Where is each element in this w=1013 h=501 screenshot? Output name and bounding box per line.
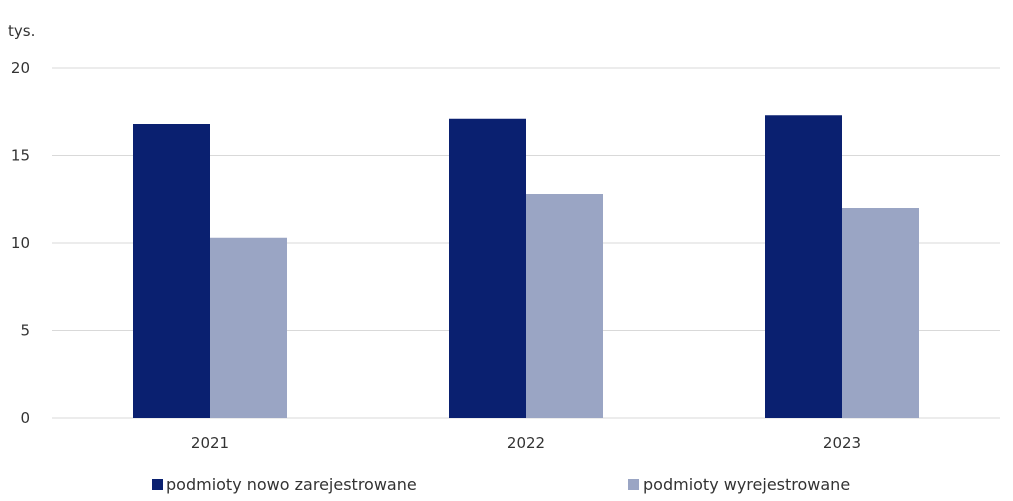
y-tick-label: 10 xyxy=(11,234,30,252)
legend-swatch-2 xyxy=(628,479,639,490)
x-tick-label: 2023 xyxy=(823,434,861,452)
bar-2021-series-2 xyxy=(210,237,287,418)
x-axis-ticks: 2021 2022 2023 xyxy=(191,434,861,452)
y-tick-label: 15 xyxy=(11,147,30,165)
bars xyxy=(133,115,919,418)
bar-2022-series-2 xyxy=(526,194,603,418)
legend-label-2: podmioty wyrejestrowane xyxy=(643,475,850,494)
y-tick-label: 20 xyxy=(11,59,30,77)
bar-2022-series-1 xyxy=(449,118,526,418)
y-axis-unit-label: tys. xyxy=(8,22,35,40)
bar-2023-series-2 xyxy=(842,208,919,418)
y-tick-label: 5 xyxy=(20,322,30,340)
legend-swatch-1 xyxy=(152,479,163,490)
bar-2021-series-1 xyxy=(133,124,210,418)
legend-label-1: podmioty nowo zarejestrowane xyxy=(166,475,417,494)
y-tick-label: 0 xyxy=(20,409,30,427)
x-tick-label: 2022 xyxy=(507,434,545,452)
x-tick-label: 2021 xyxy=(191,434,229,452)
bar-2023-series-1 xyxy=(765,115,842,418)
legend: podmioty nowo zarejestrowane podmioty wyr… xyxy=(152,475,850,494)
y-axis-ticks: 0 5 10 15 20 xyxy=(11,59,30,427)
